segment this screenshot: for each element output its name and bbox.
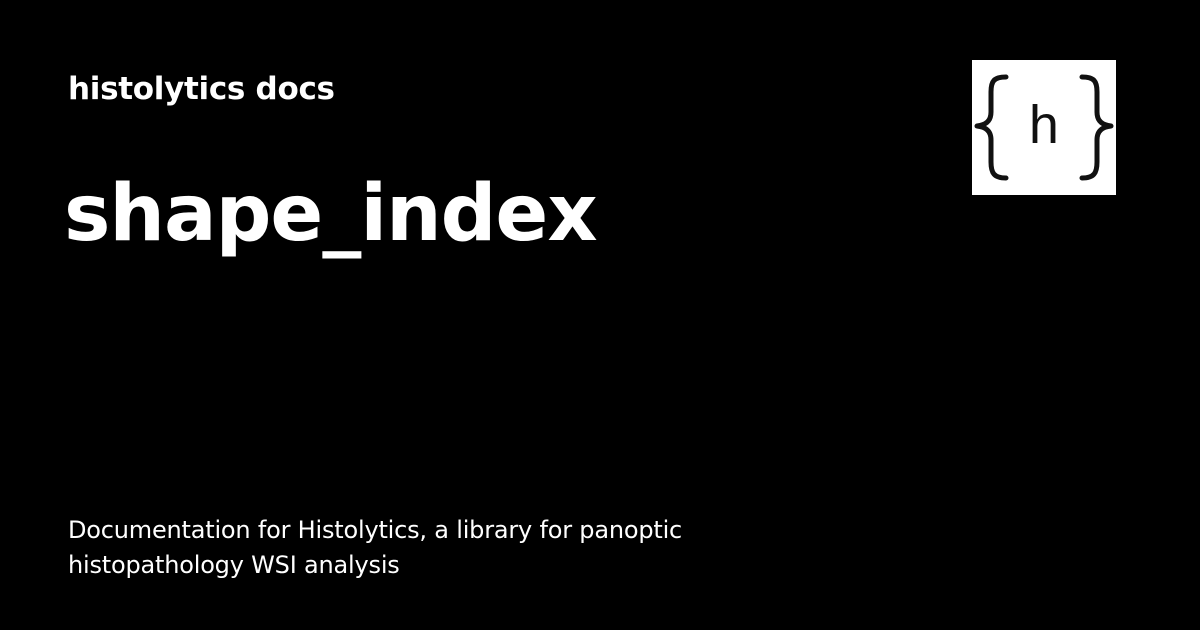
logo-letter: h <box>1028 99 1060 160</box>
curly-braces-h-logo-icon: h <box>974 74 1114 181</box>
histolytics-logo: h <box>972 60 1116 195</box>
site-name: histolytics docs <box>68 71 335 107</box>
page-title: shape_index <box>64 169 598 259</box>
page-description: Documentation for Histolytics, a library… <box>68 516 683 579</box>
